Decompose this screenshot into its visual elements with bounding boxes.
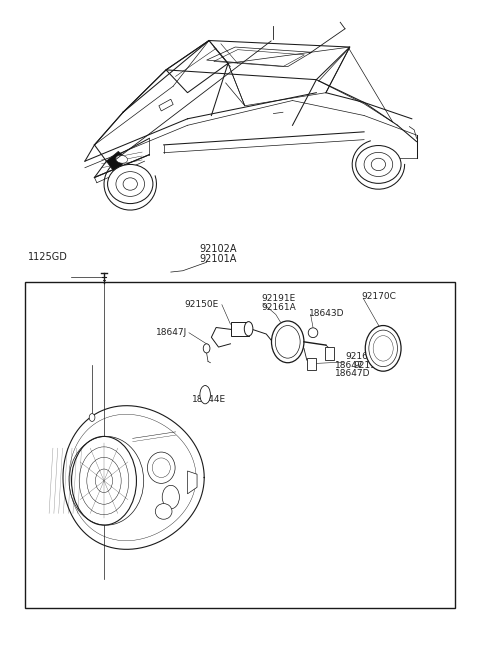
Bar	[231, 322, 249, 336]
Text: 18647: 18647	[336, 361, 364, 370]
Text: 92191E: 92191E	[354, 361, 388, 370]
Text: 18647D: 18647D	[336, 369, 371, 379]
Bar	[25, 282, 455, 608]
Text: 92150E: 92150E	[184, 300, 218, 309]
Ellipse shape	[371, 159, 385, 171]
Ellipse shape	[147, 452, 175, 483]
Polygon shape	[107, 151, 125, 171]
Text: 1125GD: 1125GD	[28, 252, 68, 262]
Ellipse shape	[123, 178, 137, 190]
Text: 18647J: 18647J	[156, 328, 188, 337]
Bar	[307, 358, 316, 370]
Text: 92170C: 92170C	[362, 291, 396, 301]
Ellipse shape	[156, 504, 172, 519]
Text: 92161A: 92161A	[262, 303, 296, 312]
Text: 92191E: 92191E	[262, 293, 296, 303]
Ellipse shape	[116, 172, 144, 196]
Ellipse shape	[116, 155, 128, 163]
Ellipse shape	[364, 153, 393, 176]
Circle shape	[89, 413, 95, 421]
Polygon shape	[159, 99, 173, 111]
Ellipse shape	[365, 326, 401, 371]
Ellipse shape	[108, 164, 153, 204]
Bar	[325, 347, 335, 360]
Circle shape	[72, 436, 136, 525]
Circle shape	[162, 485, 180, 509]
Ellipse shape	[356, 145, 401, 183]
Text: 92102A: 92102A	[200, 244, 237, 254]
Text: 92161A: 92161A	[345, 352, 380, 362]
Ellipse shape	[244, 322, 253, 336]
Ellipse shape	[272, 321, 304, 363]
Ellipse shape	[200, 386, 210, 404]
Text: 18643D: 18643D	[309, 309, 345, 318]
Ellipse shape	[308, 328, 318, 337]
Text: 92101A: 92101A	[200, 254, 237, 264]
Polygon shape	[188, 471, 197, 494]
Circle shape	[203, 344, 210, 353]
Text: 18644E: 18644E	[192, 395, 226, 403]
